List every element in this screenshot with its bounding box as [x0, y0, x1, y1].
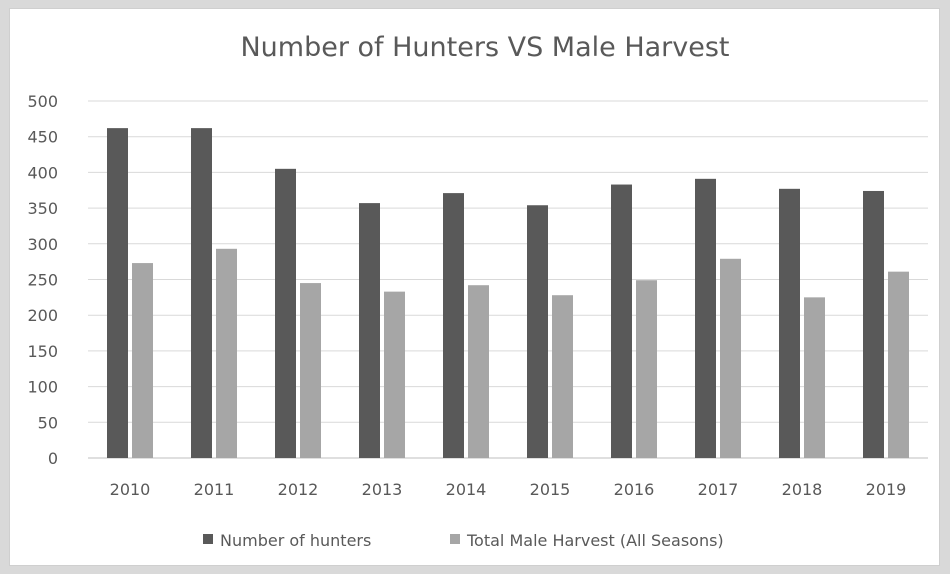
x-tick-label: 2015 — [530, 480, 571, 499]
y-tick-label: 400 — [27, 163, 58, 182]
x-tick-label: 2017 — [698, 480, 739, 499]
x-tick-label: 2010 — [110, 480, 151, 499]
gridlines — [88, 100, 928, 459]
bar-hunters-2018 — [779, 188, 800, 458]
bar-hunters-2017 — [695, 178, 716, 459]
bar-male-harvest-2019 — [888, 271, 909, 458]
x-tick-label: 2012 — [278, 480, 319, 499]
x-tick-label: 2014 — [446, 480, 487, 499]
bar-male-harvest-2012 — [300, 283, 321, 458]
bar-male-harvest-2016 — [636, 280, 657, 458]
y-tick-label: 150 — [27, 342, 58, 361]
y-tick-label: 200 — [27, 306, 58, 325]
y-tick-label: 0 — [48, 449, 58, 468]
legend-label-male-harvest: Total Male Harvest (All Seasons) — [466, 531, 724, 550]
bar-male-harvest-2011 — [216, 248, 237, 458]
bar-male-harvest-2015 — [552, 295, 573, 458]
chart-title: Number of Hunters VS Male Harvest — [240, 32, 729, 63]
y-axis-ticks: 0 50 100 150 200 250 300 350 400 450 500 — [27, 92, 58, 468]
y-tick-label: 250 — [27, 271, 58, 290]
bar-male-harvest-2014 — [468, 285, 489, 458]
x-tick-label: 2018 — [782, 480, 823, 499]
legend-swatch-male-harvest — [450, 534, 460, 544]
x-tick-label: 2013 — [362, 480, 403, 499]
bar-male-harvest-2013 — [384, 291, 405, 458]
bar-hunters-2019 — [863, 190, 884, 459]
y-tick-label: 500 — [27, 92, 58, 111]
x-axis-ticks: 2010 2011 2012 2013 2014 2015 2016 2017 2018 2019 — [110, 480, 907, 499]
bar-male-harvest-2017 — [720, 258, 741, 458]
legend-label-hunters: Number of hunters — [220, 531, 371, 550]
legend-swatch-hunters — [203, 534, 213, 544]
legend: Number of hunters Total Male Harvest (All… — [203, 531, 724, 550]
bars — [107, 128, 909, 459]
y-tick-label: 350 — [27, 199, 58, 218]
x-tick-label: 2019 — [866, 480, 907, 499]
bar-hunters-2016 — [611, 184, 632, 458]
bar-hunters-2014 — [443, 193, 464, 458]
bar-hunters-2010 — [107, 128, 128, 458]
bar-hunters-2015 — [527, 205, 548, 458]
y-tick-label: 300 — [27, 235, 58, 254]
bar-hunters-2013 — [359, 203, 380, 458]
bar-male-harvest-2010 — [132, 263, 153, 458]
bar-hunters-2012 — [275, 168, 296, 458]
y-tick-label: 100 — [27, 378, 58, 397]
x-tick-label: 2011 — [194, 480, 235, 499]
bar-hunters-2011 — [191, 128, 212, 458]
bar-male-harvest-2018 — [804, 297, 825, 458]
y-tick-label: 50 — [38, 413, 58, 432]
x-tick-label: 2016 — [614, 480, 655, 499]
y-tick-label: 450 — [27, 128, 58, 147]
